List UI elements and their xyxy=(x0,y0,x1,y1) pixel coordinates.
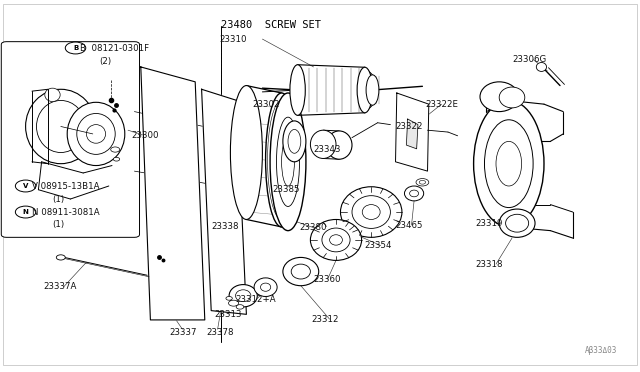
Ellipse shape xyxy=(326,131,352,159)
Ellipse shape xyxy=(290,65,305,115)
Ellipse shape xyxy=(506,214,529,232)
Ellipse shape xyxy=(416,179,429,186)
Ellipse shape xyxy=(236,305,244,309)
Polygon shape xyxy=(396,93,429,171)
Ellipse shape xyxy=(56,255,65,260)
Ellipse shape xyxy=(499,209,535,237)
Text: 23319: 23319 xyxy=(475,219,502,228)
Ellipse shape xyxy=(230,86,262,219)
Ellipse shape xyxy=(282,138,294,186)
Text: 23302: 23302 xyxy=(253,100,280,109)
Ellipse shape xyxy=(283,257,319,286)
Ellipse shape xyxy=(236,290,251,302)
Ellipse shape xyxy=(340,187,402,237)
Ellipse shape xyxy=(330,235,342,245)
Text: (2): (2) xyxy=(99,57,111,66)
Ellipse shape xyxy=(254,278,277,296)
Text: 23313: 23313 xyxy=(214,310,242,319)
Text: 23312: 23312 xyxy=(312,315,339,324)
Ellipse shape xyxy=(310,130,336,158)
Ellipse shape xyxy=(352,196,390,228)
Ellipse shape xyxy=(357,67,372,113)
Ellipse shape xyxy=(36,100,85,153)
Text: 23343: 23343 xyxy=(314,145,341,154)
Ellipse shape xyxy=(26,89,96,164)
Ellipse shape xyxy=(283,121,306,162)
Text: 23480  SCREW SET: 23480 SCREW SET xyxy=(221,20,321,31)
Text: N 08911-3081A: N 08911-3081A xyxy=(32,208,100,217)
Ellipse shape xyxy=(113,157,120,161)
Text: 23318: 23318 xyxy=(475,260,502,269)
Polygon shape xyxy=(202,89,246,314)
Text: V 08915-13B1A: V 08915-13B1A xyxy=(32,182,99,190)
Text: B  08121-0301F: B 08121-0301F xyxy=(80,44,149,53)
Text: 23322E: 23322E xyxy=(426,100,459,109)
Text: 23337: 23337 xyxy=(170,328,197,337)
Text: 23338: 23338 xyxy=(211,222,239,231)
Text: B: B xyxy=(73,45,78,51)
Ellipse shape xyxy=(288,129,301,153)
Text: 23354: 23354 xyxy=(365,241,392,250)
Ellipse shape xyxy=(111,147,120,152)
Polygon shape xyxy=(141,67,205,320)
Text: 23385: 23385 xyxy=(272,185,300,194)
Ellipse shape xyxy=(484,120,533,208)
Ellipse shape xyxy=(362,205,380,219)
Ellipse shape xyxy=(77,113,115,154)
Ellipse shape xyxy=(480,82,518,112)
Ellipse shape xyxy=(291,264,310,279)
Text: 23300: 23300 xyxy=(131,131,159,140)
Ellipse shape xyxy=(322,228,350,252)
Ellipse shape xyxy=(266,93,298,227)
Text: 23337A: 23337A xyxy=(44,282,77,291)
Ellipse shape xyxy=(45,88,60,102)
Ellipse shape xyxy=(229,285,257,307)
Text: 23360: 23360 xyxy=(314,275,341,284)
Ellipse shape xyxy=(499,87,525,108)
Ellipse shape xyxy=(67,102,125,166)
Ellipse shape xyxy=(226,296,232,300)
Ellipse shape xyxy=(270,93,306,231)
Ellipse shape xyxy=(474,100,544,227)
Text: N: N xyxy=(22,209,29,215)
Ellipse shape xyxy=(496,141,522,186)
Text: 23310: 23310 xyxy=(219,35,246,44)
Ellipse shape xyxy=(260,283,271,291)
Text: 23465: 23465 xyxy=(396,221,423,230)
Text: Aβ33Δ03: Aβ33Δ03 xyxy=(585,346,618,355)
Ellipse shape xyxy=(404,186,424,201)
Ellipse shape xyxy=(228,300,239,306)
Ellipse shape xyxy=(310,219,362,260)
Ellipse shape xyxy=(15,206,36,218)
Ellipse shape xyxy=(86,125,106,143)
Text: V: V xyxy=(23,183,28,189)
Text: 23322: 23322 xyxy=(396,122,423,131)
Text: 23378: 23378 xyxy=(207,328,234,337)
Polygon shape xyxy=(406,119,418,149)
Text: 23380: 23380 xyxy=(300,223,327,232)
Text: 23312+A: 23312+A xyxy=(236,295,276,304)
Ellipse shape xyxy=(65,42,86,54)
Text: 23306G: 23306G xyxy=(512,55,547,64)
FancyBboxPatch shape xyxy=(1,42,140,237)
Text: (1): (1) xyxy=(52,220,65,229)
Ellipse shape xyxy=(15,180,36,192)
Ellipse shape xyxy=(536,62,547,71)
Ellipse shape xyxy=(276,117,300,206)
Text: (1): (1) xyxy=(52,195,65,203)
Ellipse shape xyxy=(366,75,379,105)
Ellipse shape xyxy=(410,190,419,197)
Ellipse shape xyxy=(419,180,426,184)
